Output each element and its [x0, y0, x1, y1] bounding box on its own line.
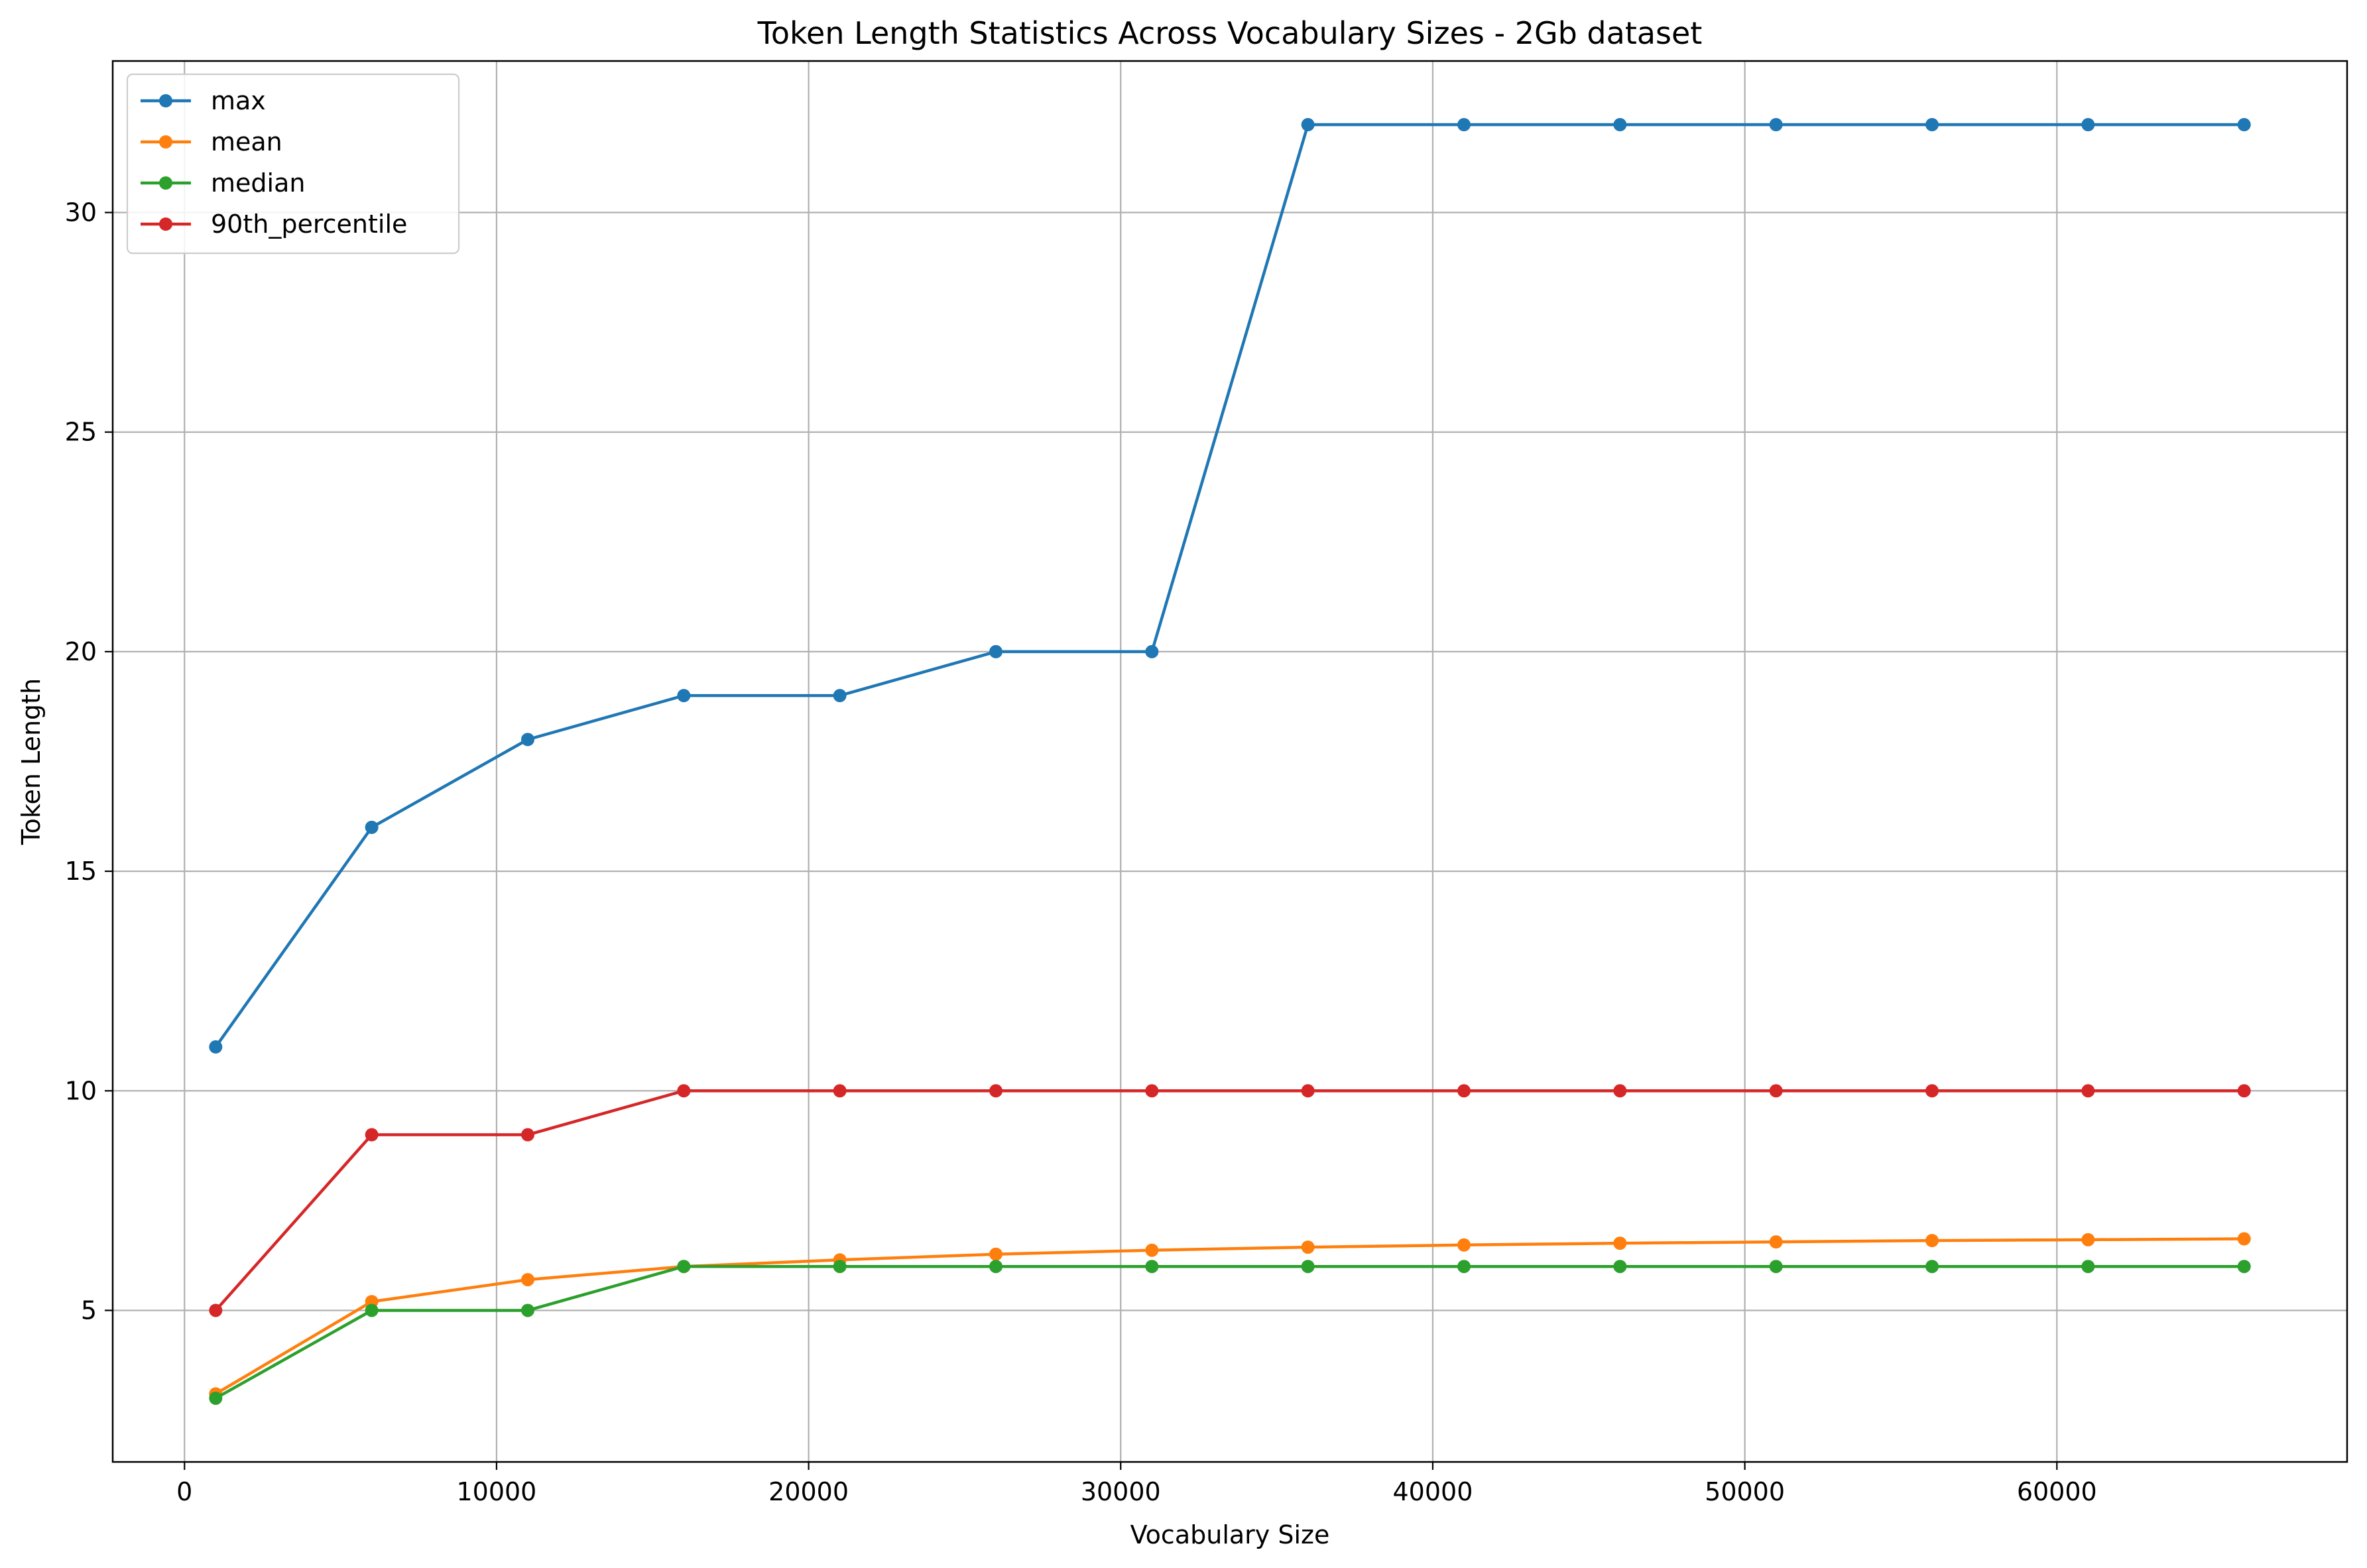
legend-swatch-marker	[159, 217, 172, 231]
data-point	[1925, 118, 1939, 132]
series-line	[215, 1264, 2244, 1400]
data-point	[1769, 1084, 1783, 1098]
data-point	[1301, 1260, 1315, 1274]
chart-title: Token Length Statistics Across Vocabular…	[757, 15, 1703, 51]
x-tick-label: 50000	[1705, 1477, 1785, 1506]
legend-item: mean	[141, 127, 282, 156]
series-mean	[209, 1232, 2251, 1401]
data-point	[209, 1391, 223, 1405]
data-point	[2237, 1260, 2251, 1274]
data-point	[209, 1303, 223, 1317]
legend-label: mean	[211, 127, 282, 156]
data-point	[365, 820, 379, 834]
x-tick-label: 20000	[768, 1477, 849, 1506]
data-point	[833, 689, 847, 703]
x-tick-label: 0	[176, 1477, 192, 1506]
data-point	[1613, 1260, 1627, 1274]
data-point	[989, 644, 1002, 658]
data-point	[989, 1260, 1002, 1274]
data-point	[1925, 1234, 1939, 1248]
series-median	[209, 1260, 2251, 1405]
legend-swatch-marker	[159, 94, 172, 107]
data-point	[1457, 118, 1471, 132]
data-point	[2081, 1084, 2095, 1098]
y-tick-label: 10	[65, 1076, 97, 1105]
legend: max mean median 90th_percentile	[126, 73, 460, 255]
y-tick-label: 25	[65, 418, 97, 447]
data-point	[1457, 1084, 1471, 1098]
data-point	[833, 1084, 847, 1098]
data-point	[677, 689, 691, 703]
data-point	[1301, 1084, 1315, 1098]
data-point	[1613, 1236, 1627, 1250]
data-point	[1769, 118, 1783, 132]
data-point	[1457, 1238, 1471, 1252]
y-tick-label: 15	[65, 857, 97, 886]
data-point	[520, 1273, 534, 1287]
data-point	[2081, 118, 2095, 132]
legend-swatch-marker	[159, 176, 172, 190]
data-point	[2237, 1084, 2251, 1098]
data-point	[1613, 118, 1627, 132]
data-point	[833, 1260, 847, 1274]
series-90th-percentile	[209, 1084, 2251, 1317]
legend-label: 90th_percentile	[211, 210, 407, 239]
series-max	[209, 118, 2251, 1054]
data-point	[1301, 118, 1315, 132]
data-point	[1145, 644, 1159, 658]
y-tick-label: 5	[81, 1296, 97, 1325]
data-point	[1301, 1240, 1315, 1254]
data-point	[209, 1040, 223, 1054]
x-tick-label: 30000	[1081, 1477, 1161, 1506]
data-point	[677, 1084, 691, 1098]
legend-label: median	[211, 168, 305, 198]
data-point	[2237, 118, 2251, 132]
data-point	[1145, 1243, 1159, 1257]
data-point	[1145, 1084, 1159, 1098]
plot-frame	[111, 60, 2348, 1463]
x-axis-title: Vocabulary Size	[1130, 1520, 1330, 1549]
x-tick-label: 10000	[456, 1477, 536, 1506]
y-axis-title: Token Length	[17, 678, 46, 845]
legend-swatch-marker	[159, 135, 172, 149]
data-point	[520, 1128, 534, 1142]
x-tick-label: 40000	[1392, 1477, 1473, 1506]
data-point	[1769, 1260, 1783, 1274]
y-tick-label: 30	[65, 198, 97, 227]
data-point	[365, 1128, 379, 1142]
series-line	[215, 1237, 2244, 1396]
x-axis-ticks: 0 10000 20000 30000 40000 50000 60000	[176, 1462, 2097, 1506]
data-point	[1925, 1084, 1939, 1098]
data-point	[520, 1303, 534, 1317]
legend-label: max	[211, 86, 266, 115]
grid-lines	[113, 61, 2347, 1462]
legend-item: median	[141, 168, 305, 198]
data-point	[677, 1260, 691, 1274]
data-point	[1457, 1260, 1471, 1274]
series-line	[214, 1089, 2244, 1311]
data-point	[989, 1084, 1002, 1098]
data-point	[2081, 1260, 2095, 1274]
data-point	[989, 1247, 1002, 1261]
y-tick-label: 20	[65, 637, 97, 666]
data-point	[1145, 1260, 1159, 1274]
series-lines	[209, 118, 2251, 1405]
series-line	[214, 123, 2244, 1048]
data-point	[1925, 1260, 1939, 1274]
legend-item: 90th_percentile	[141, 210, 407, 239]
data-point	[365, 1303, 379, 1317]
data-point	[1613, 1084, 1627, 1098]
data-point	[1769, 1235, 1783, 1249]
data-point	[2081, 1233, 2095, 1246]
legend-item: max	[141, 86, 266, 115]
data-point	[520, 733, 534, 747]
x-tick-label: 60000	[2017, 1477, 2097, 1506]
y-axis-ticks: 5 10 15 20 25 30	[65, 198, 113, 1325]
data-point	[2237, 1232, 2251, 1246]
legend-box	[126, 73, 460, 255]
